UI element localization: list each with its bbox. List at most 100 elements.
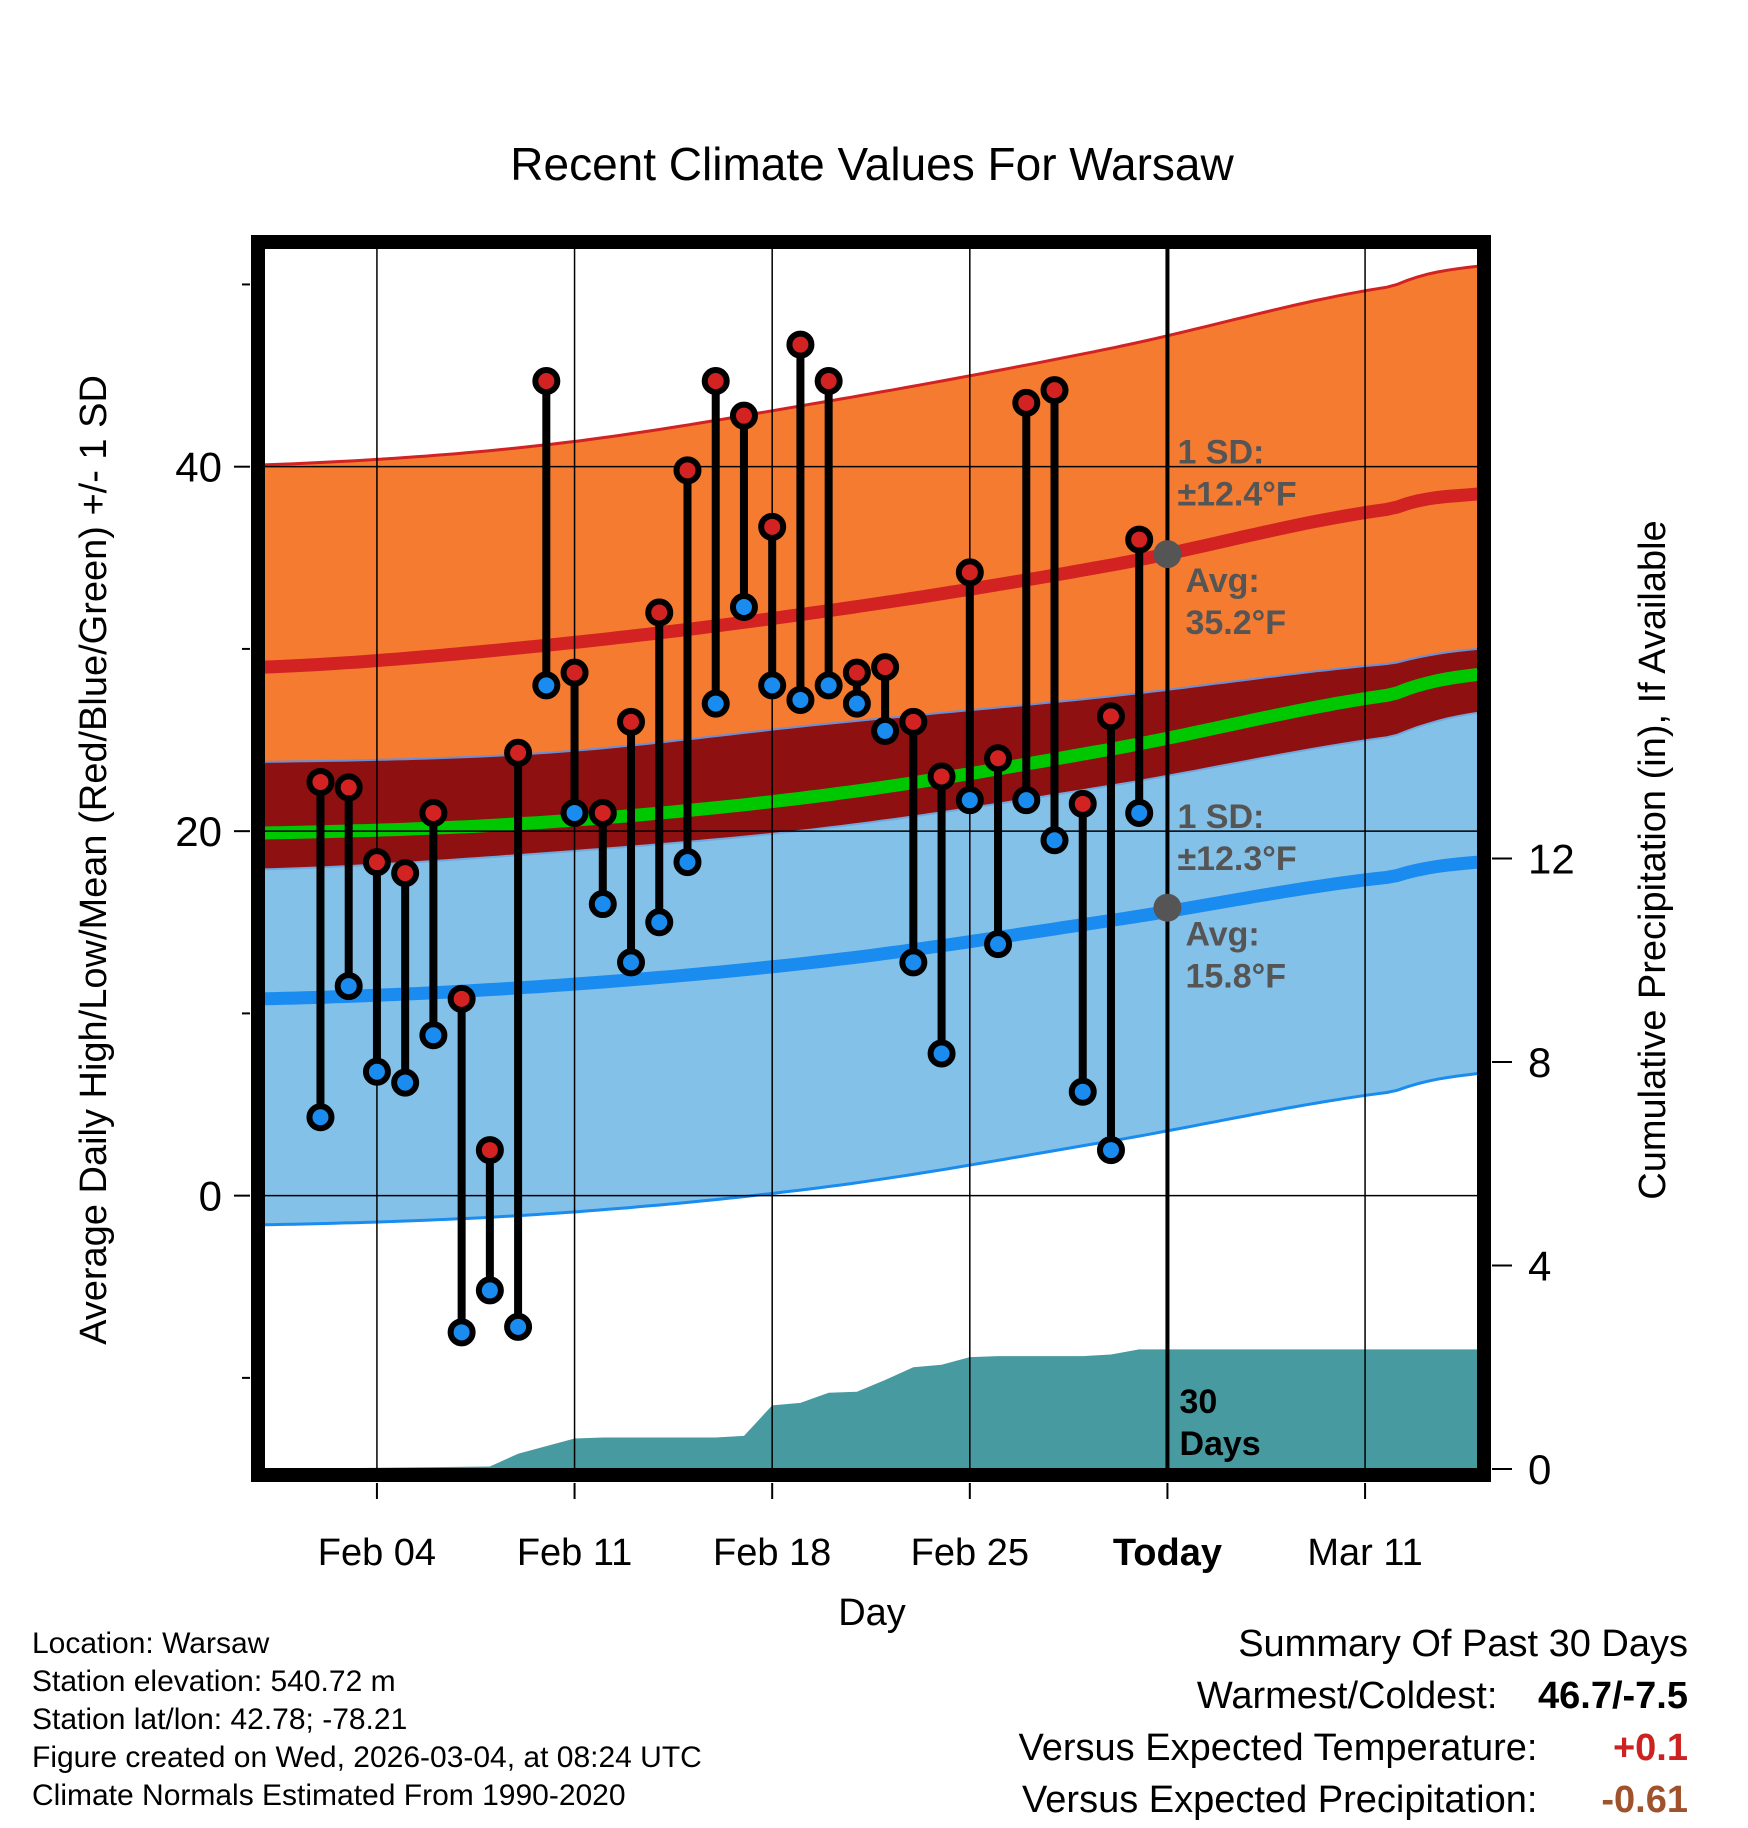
obs-low-point [419,1021,448,1050]
obs-low-point [984,930,1013,959]
info-latlon: Station lat/lon: 42.78; -78.21 [32,1703,408,1736]
obs-high-point [560,658,589,687]
low-lower-edge [264,1072,1478,1227]
obs-high-point [391,859,420,888]
low-sd-band [264,712,1478,1225]
obs-low-point [588,890,617,919]
obs-low-point [475,1276,504,1305]
obs-low-point [1040,826,1069,855]
obs-high-point [984,744,1013,773]
y2-tick-label: 12 [1528,836,1575,883]
y-tick-label: 0 [199,1173,222,1220]
obs-high-point [842,658,871,687]
obs-low-point [334,972,363,1001]
info-created: Figure created on Wed, 2026-03-04, at 08… [32,1741,702,1774]
obs-high-point [334,773,363,802]
obs-high-point [617,707,646,736]
y-axis-label: Average Daily High/Low/Mean (Red/Blue/Gr… [73,375,115,1345]
chart-title: Recent Climate Values For Warsaw [510,138,1234,190]
obs-high-point [814,367,843,396]
obs-high-point [1012,388,1041,417]
obs-low-point [871,716,900,745]
station-info: Location: Warsaw Station elevation: 540.… [32,1625,702,1815]
high-lower-edge [264,647,1478,763]
obs-high-point [504,738,533,767]
x-axis-label: Day [838,1592,906,1634]
precip-days-annotation: Days [1179,1425,1260,1463]
normal-mean-line [264,667,1478,840]
obs-high-point [701,367,730,396]
y2-axis-label: Cumulative Precipitation (in), If Availa… [1632,520,1674,1199]
summary-precip-row: Versus Expected Precipitation: -0.61 [1019,1774,1688,1826]
info-elevation: Station elevation: 540.72 m [32,1665,396,1698]
obs-low-point [532,671,561,700]
plot-frame [251,235,1491,1482]
obs-low-point [814,671,843,700]
obs-low-point [391,1068,420,1097]
obs-high-point [758,512,787,541]
summary-temp-label: Versus Expected Temperature: [1018,1727,1538,1769]
obs-low-point [306,1103,335,1132]
obs-low-point [927,1039,956,1068]
summary-title: Summary Of Past 30 Days [1238,1623,1688,1665]
obs-high-point [1040,376,1069,405]
obs-low-point [362,1057,391,1086]
high-avg-annotation: Avg: [1185,562,1259,600]
low-upper-edge [264,711,1478,871]
obs-low-point [786,685,815,714]
obs-high-point [447,984,476,1013]
x-tick-label: Today [1113,1532,1222,1574]
summary-temp-value: +0.1 [1612,1727,1688,1769]
normal-high-line [264,487,1478,674]
info-location: Location: Warsaw [32,1627,270,1660]
obs-high-point [645,598,674,627]
x-tick-label: Mar 11 [1307,1532,1422,1574]
obs-low-point [447,1318,476,1347]
summary-warmest-row: Warmest/Coldest: 46.7/-7.5 [1019,1670,1688,1722]
summary-precip-value: -0.61 [1601,1779,1688,1821]
y-tick-label: 40 [175,444,222,491]
y2-tick-label: 8 [1528,1039,1551,1086]
obs-low-point [701,689,730,718]
precip-days-annotation: 30 [1179,1383,1217,1421]
obs-high-point [955,558,984,587]
summary-temp-row: Versus Expected Temperature: +0.1 [1019,1722,1688,1774]
obs-high-point [532,367,561,396]
obs-high-point [419,798,448,827]
obs-low-point [1096,1136,1125,1165]
obs-low-point [955,786,984,815]
obs-low-point [1068,1077,1097,1106]
summary-warmest-value: 46.7/-7.5 [1538,1675,1688,1717]
obs-low-point [560,798,589,827]
obs-low-point [1012,786,1041,815]
obs-high-point [362,848,391,877]
low-sd-annotation: ±12.3°F [1177,840,1296,878]
obs-low-point [758,671,787,700]
summary-warmest-label: Warmest/Coldest: [1196,1675,1498,1717]
obs-low-point [729,593,758,622]
obs-high-point [1068,789,1097,818]
y-tick-label: 20 [175,808,222,855]
high-avg-annotation: 35.2°F [1185,604,1286,642]
high-sd-annotation: 1 SD: [1177,434,1264,472]
info-normals: Climate Normals Estimated From 1990-2020 [32,1779,626,1812]
x-tick-label: Feb 11 [517,1532,632,1574]
obs-low-point [842,689,871,718]
summary-precip-label: Versus Expected Precipitation: [1022,1779,1538,1821]
today-low-avg-marker [1153,893,1182,922]
obs-high-point [306,767,335,796]
low-sd-annotation: 1 SD: [1177,798,1264,836]
obs-low-point [617,948,646,977]
obs-high-point [475,1136,504,1165]
obs-low-point [899,948,928,977]
obs-low-point [504,1312,533,1341]
obs-high-point [1125,525,1154,554]
obs-high-point [729,401,758,430]
obs-high-point [588,798,617,827]
high-sd-annotation: ±12.4°F [1177,476,1296,514]
x-tick-label: Feb 04 [318,1532,436,1574]
x-tick-label: Feb 25 [911,1532,1029,1574]
obs-high-point [899,707,928,736]
obs-low-point [1125,798,1154,827]
